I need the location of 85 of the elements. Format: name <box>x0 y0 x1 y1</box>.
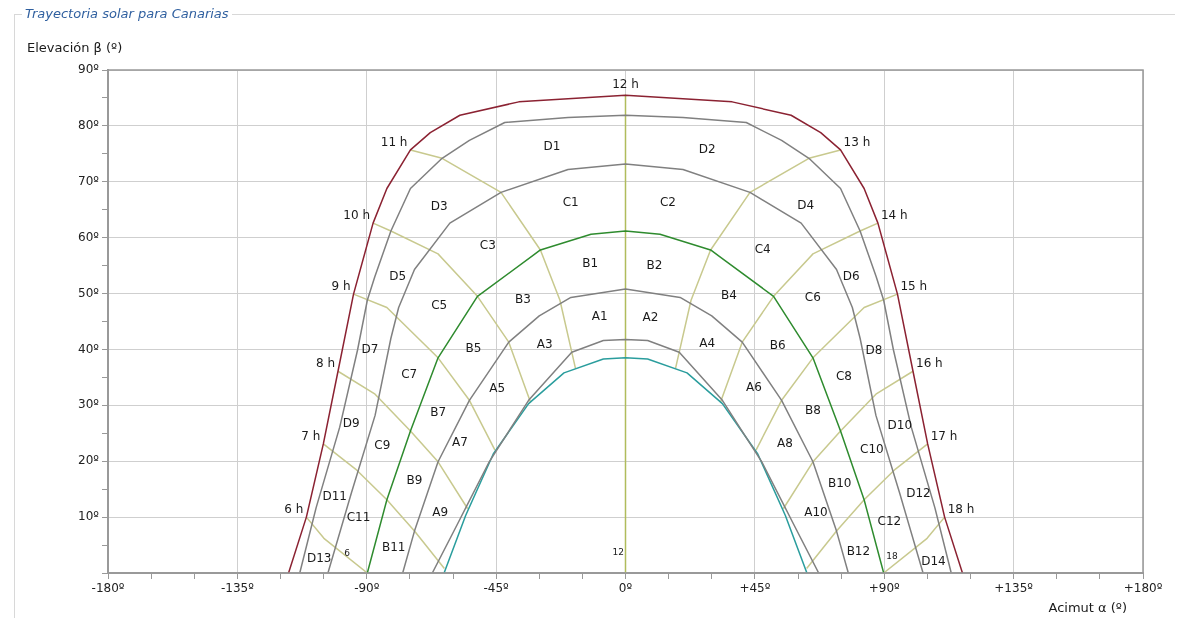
series-label: 15 h <box>900 279 928 294</box>
annotation: A3 <box>536 337 553 352</box>
series-label: 12 h <box>612 77 639 92</box>
annotation: B1 <box>582 256 599 271</box>
annotation: D13 <box>306 551 332 566</box>
annotation: B9 <box>406 473 423 488</box>
annotation: B10 <box>827 476 852 491</box>
annotation: C8 <box>835 368 852 383</box>
annotation: B6 <box>769 338 786 353</box>
x-tick-label: -45º <box>483 581 510 596</box>
annotation: D10 <box>887 418 913 433</box>
annotation: D5 <box>389 268 407 283</box>
y-tick-label: 50º <box>78 285 100 300</box>
annotation: C4 <box>754 242 771 257</box>
annotation: A2 <box>642 310 659 325</box>
annotation: C10 <box>860 442 884 457</box>
x-tick-label: -180º <box>91 581 125 596</box>
annotation: D1 <box>543 139 561 154</box>
series-label: 9 h <box>331 279 351 294</box>
annotation: C5 <box>431 298 448 313</box>
y-tick-label: 90º <box>78 62 100 77</box>
series-label: 17 h <box>930 429 958 444</box>
annotation: A10 <box>804 505 828 520</box>
annotation: D11 <box>322 489 347 504</box>
x-tick-label: 0º <box>618 581 633 596</box>
annotation: A7 <box>451 434 468 449</box>
annotation: 12 <box>612 546 624 557</box>
x-tick-label: -135º <box>220 581 255 596</box>
series-label: 14 h <box>880 208 908 223</box>
annotation: B3 <box>515 292 531 307</box>
annotation: 6 <box>344 548 351 559</box>
annotation: B4 <box>721 287 737 302</box>
x-tick-label: -90º <box>354 581 380 596</box>
annotation: C2 <box>659 194 676 209</box>
annotation: A6 <box>745 380 762 395</box>
y-tick-label: 40º <box>78 341 100 356</box>
series-label: 10 h <box>343 208 371 223</box>
annotation: A4 <box>699 335 716 350</box>
annotation: B7 <box>430 405 447 420</box>
chart-title: Trayectoria solar para Canarias <box>22 6 232 21</box>
annotation: D9 <box>342 415 360 430</box>
annotation: D7 <box>361 342 379 357</box>
annotation: C11 <box>346 510 371 525</box>
series-label: 7 h <box>301 429 321 444</box>
x-tick-label: +45º <box>739 581 771 596</box>
annotation: A5 <box>489 381 506 396</box>
annotation: A8 <box>776 435 793 450</box>
x-tick-label: +90º <box>868 581 901 596</box>
annotation: D6 <box>842 268 860 283</box>
annotation: A1 <box>591 309 608 324</box>
series-label: 8 h <box>315 356 335 371</box>
y-tick-label: 30º <box>78 397 100 412</box>
y-tick-label: 60º <box>78 229 100 244</box>
annotation: B2 <box>646 258 663 273</box>
annotation: D2 <box>698 141 716 156</box>
annotation: C1 <box>562 194 579 209</box>
y-tick-label: 80º <box>78 118 100 133</box>
annotation: D14 <box>921 554 946 569</box>
annotation: B5 <box>465 340 482 355</box>
series-label: 11 h <box>380 135 408 150</box>
y-tick-label: 70º <box>78 173 100 188</box>
series-label: 16 h <box>916 356 943 371</box>
y-tick-label: 10º <box>78 509 100 524</box>
annotation: C6 <box>804 289 821 304</box>
y-tick-label: 20º <box>78 453 100 468</box>
series-label: 13 h <box>843 135 871 150</box>
annotation: D12 <box>906 486 931 501</box>
annotation: B8 <box>804 403 821 418</box>
annotation: D8 <box>865 343 883 358</box>
annotation: C9 <box>374 438 391 453</box>
series-label: 18 h <box>947 502 975 517</box>
series-label: 6 h <box>284 502 304 517</box>
annotation: 18 <box>886 551 899 562</box>
annotation: B12 <box>846 544 871 558</box>
annotation: C12 <box>877 514 902 529</box>
annotation: A9 <box>432 505 449 520</box>
annotation: B11 <box>381 539 406 554</box>
annotation: D3 <box>430 198 448 213</box>
annotation: D4 <box>797 197 815 212</box>
annotation: C3 <box>479 238 496 253</box>
x-axis-title: Acimut α (º) <box>1048 600 1127 615</box>
x-tick-label: +135º <box>994 581 1034 596</box>
x-tick-label: +180º <box>1123 581 1163 596</box>
annotation: C7 <box>401 367 418 382</box>
y-axis-title: Elevación β (º) <box>27 40 123 55</box>
